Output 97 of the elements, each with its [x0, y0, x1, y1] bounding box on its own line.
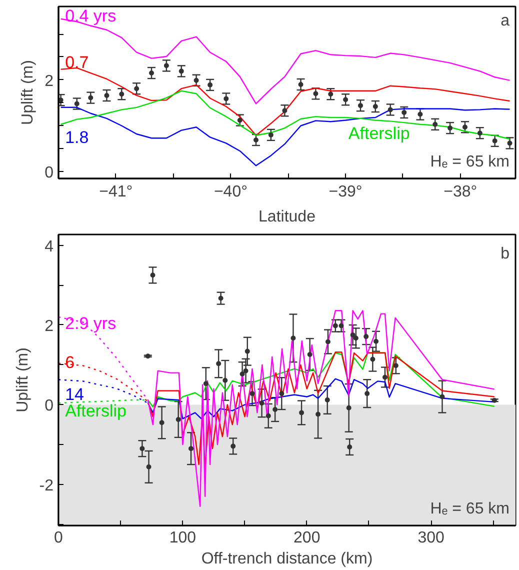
point [88, 95, 94, 100]
annotation: a [500, 12, 510, 30]
point [266, 413, 271, 418]
point [388, 107, 393, 112]
point [462, 124, 468, 130]
point [372, 104, 378, 109]
point [358, 103, 363, 108]
x-axis-title: Latitude [258, 208, 316, 226]
point [279, 391, 284, 396]
x-tick-label: −38° [444, 184, 478, 200]
annotation: Hₑ = 65 km [430, 500, 510, 518]
annotation: b [500, 246, 510, 262]
point [477, 130, 482, 136]
series-label: 1.8 [65, 128, 89, 147]
point [364, 334, 369, 340]
point [74, 101, 80, 106]
point [224, 96, 229, 102]
point [253, 137, 258, 142]
series-label: 0.7 [65, 53, 89, 72]
x-tick-label: −40° [214, 184, 248, 200]
point [374, 338, 379, 344]
point [382, 374, 388, 380]
point [146, 464, 152, 470]
x-tick-label: 300 [418, 530, 445, 546]
point [350, 332, 356, 338]
x-tick-label: −39° [328, 184, 362, 200]
point [250, 391, 255, 396]
annotation: Hₑ = 65 km [430, 154, 510, 170]
point [393, 363, 398, 368]
point [237, 118, 242, 123]
x-tick-label: 100 [169, 530, 196, 546]
y-tick-label: 4 [44, 238, 54, 256]
point [299, 410, 304, 416]
point [208, 82, 213, 88]
point [244, 348, 250, 354]
point [188, 446, 194, 452]
series-label: 14 [65, 384, 84, 404]
point [364, 391, 370, 396]
y-tick-label: 2 [44, 72, 54, 90]
point [104, 92, 110, 98]
point [243, 368, 248, 374]
point [134, 86, 140, 92]
y-tick-label: 2 [44, 318, 54, 335]
point [492, 138, 498, 144]
point [159, 420, 164, 426]
y-axis-title: Uplift (m) [14, 348, 32, 412]
point [353, 336, 358, 341]
point [216, 361, 222, 366]
point [332, 323, 338, 328]
point [448, 126, 453, 131]
point [119, 92, 124, 97]
series-label: Afterslip [65, 401, 126, 420]
point [176, 416, 181, 422]
point [222, 378, 228, 383]
point [316, 412, 321, 417]
y-axis-title: Uplift (m) [20, 60, 37, 125]
series-label: 6 [65, 352, 75, 372]
series-label: Afterslip [348, 124, 410, 143]
point [418, 112, 423, 117]
point [346, 405, 352, 410]
point [150, 272, 156, 278]
point [230, 444, 236, 449]
point [178, 68, 184, 74]
point [282, 108, 288, 114]
point [140, 446, 145, 452]
point [432, 122, 438, 127]
point [343, 97, 348, 102]
point [240, 372, 245, 377]
point [268, 132, 274, 138]
point [164, 63, 169, 68]
point [149, 70, 154, 76]
point [347, 444, 352, 450]
point [313, 91, 318, 96]
y-tick-label: -2 [39, 477, 54, 494]
point [272, 407, 278, 412]
point [259, 400, 264, 406]
point [507, 140, 512, 146]
point [218, 296, 224, 301]
point [370, 356, 376, 362]
x-axis-title: Off-trench distance (km) [201, 550, 373, 568]
x-tick-label: −41° [99, 184, 133, 200]
point [290, 336, 296, 341]
point [338, 323, 344, 328]
point [402, 110, 407, 115]
y-tick-label: 0 [44, 398, 54, 415]
point [298, 82, 304, 87]
x-tick-label: 200 [294, 530, 320, 546]
y-tick-label: 0 [44, 164, 54, 182]
point [328, 92, 334, 97]
series-label: 0.4 yrs [65, 6, 116, 26]
point [324, 397, 330, 402]
point [325, 339, 330, 344]
point [203, 381, 208, 386]
point [307, 352, 312, 357]
point [440, 394, 445, 400]
point [194, 78, 199, 83]
series-label: 2.9 yrs [65, 314, 116, 333]
